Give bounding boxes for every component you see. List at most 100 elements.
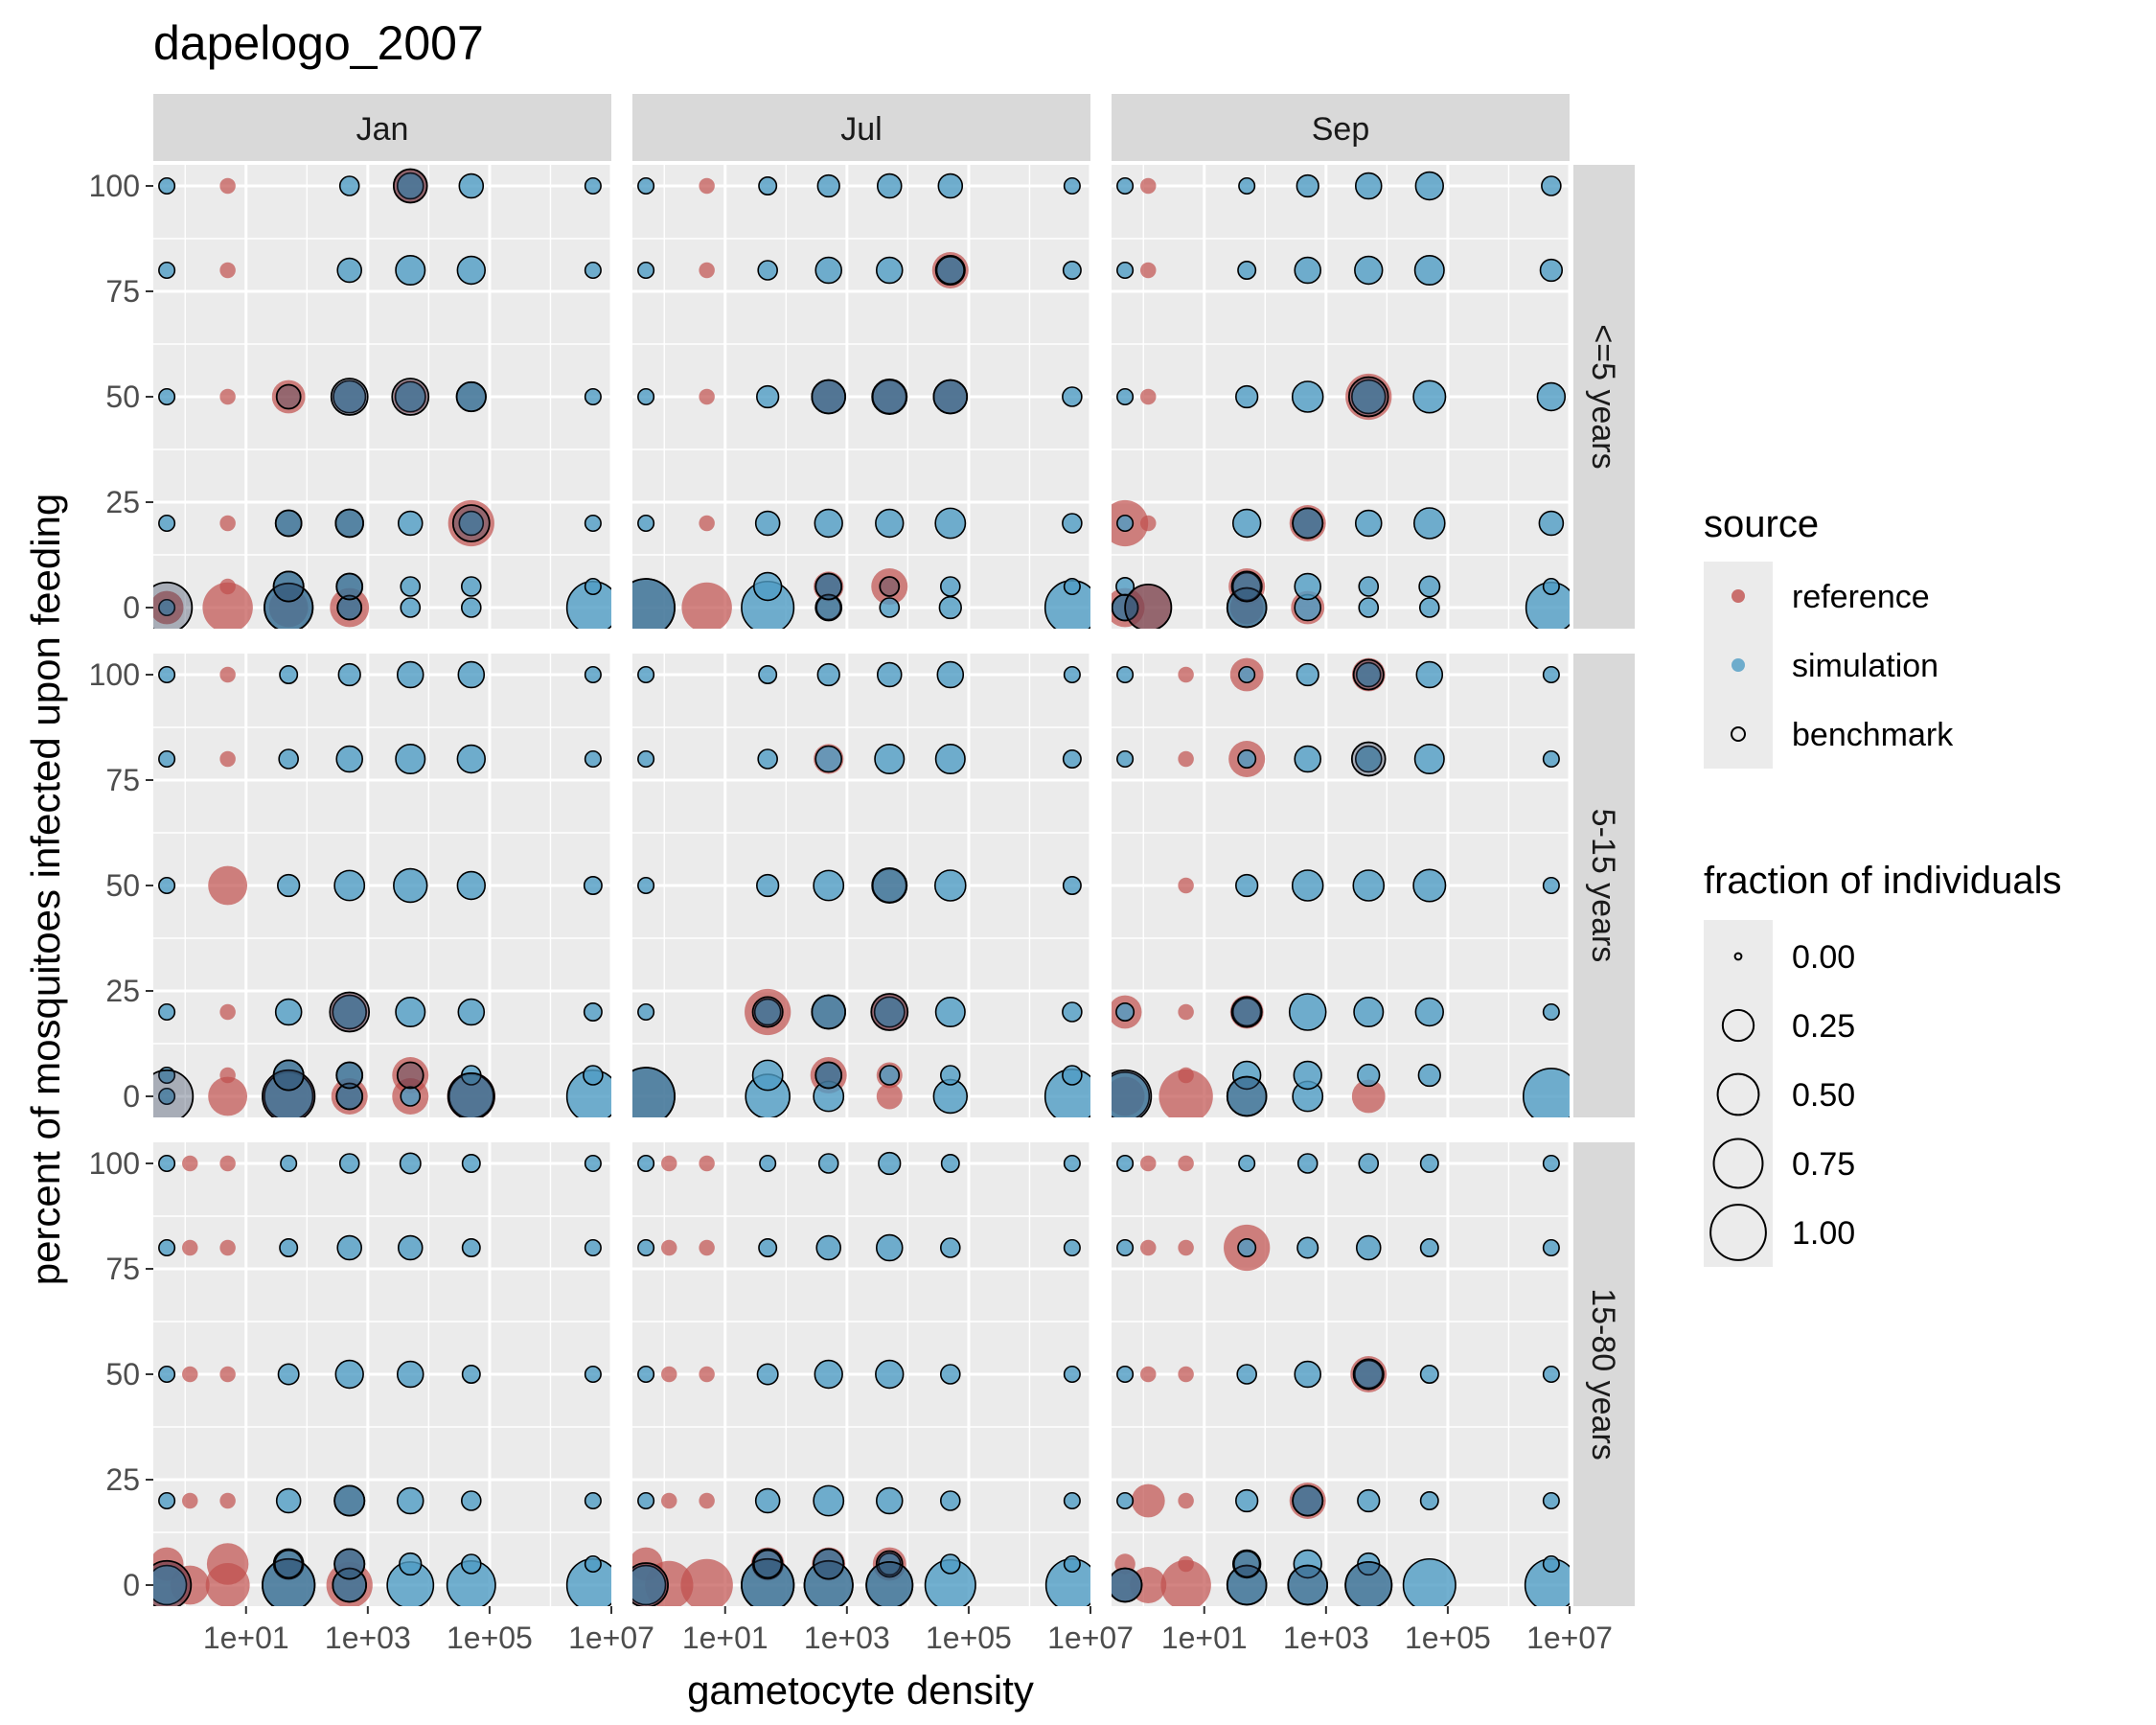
simulation-point — [874, 743, 906, 775]
benchmark-point — [1352, 658, 1385, 691]
simulation-point — [456, 744, 486, 774]
simulation-point — [876, 172, 903, 199]
simulation-point — [336, 1234, 362, 1261]
simulation-point — [1354, 172, 1383, 200]
benchmark-point — [1124, 583, 1173, 629]
benchmark-point — [871, 379, 908, 415]
simulation-point — [1296, 662, 1319, 687]
simulation-point — [875, 1359, 905, 1390]
x-tick-label: 1e+05 — [926, 1621, 1012, 1655]
simulation-point — [875, 1486, 904, 1515]
simulation-point — [939, 1364, 961, 1385]
simulation-point — [395, 743, 426, 775]
simulation-point — [1542, 1365, 1560, 1384]
reference-point — [219, 388, 236, 405]
simulation-point — [637, 1154, 655, 1173]
legend-size-label: 0.00 — [1792, 939, 1855, 976]
simulation-point — [395, 996, 426, 1028]
simulation-point — [939, 1237, 961, 1258]
simulation-point — [158, 1087, 176, 1106]
simulation-point — [814, 256, 843, 285]
simulation-point — [158, 1002, 176, 1022]
benchmark-point — [1230, 570, 1263, 603]
simulation-point — [1116, 1154, 1135, 1173]
legend-source-title: source — [1704, 503, 1819, 545]
simulation-point — [875, 1233, 904, 1262]
y-tick-label: 100 — [89, 657, 140, 692]
simulation-point — [1116, 1365, 1135, 1384]
simulation-point — [1357, 1488, 1381, 1513]
panel-jan-row-1 — [153, 165, 611, 629]
simulation-point — [1237, 1238, 1257, 1257]
simulation-point — [752, 571, 783, 602]
simulation-point — [583, 876, 603, 895]
simulation-point — [1062, 1001, 1083, 1023]
reference-point — [219, 1366, 236, 1383]
simulation-point — [813, 869, 845, 902]
simulation-point — [158, 1238, 176, 1257]
simulation-point — [934, 507, 967, 540]
simulation-point — [758, 665, 778, 684]
reference-point — [182, 1366, 198, 1383]
simulation-point — [940, 1154, 960, 1173]
y-tick-label: 50 — [105, 868, 140, 903]
reference-point — [1160, 1559, 1211, 1606]
simulation-point — [278, 748, 299, 770]
benchmark-point — [335, 1082, 364, 1111]
simulation-point — [1354, 255, 1384, 286]
simulation-point — [1063, 577, 1081, 596]
benchmark-point — [336, 594, 363, 621]
simulation-point — [334, 1359, 364, 1390]
simulation-point — [1417, 1063, 1441, 1088]
simulation-point — [759, 1154, 777, 1173]
simulation-point — [1541, 175, 1562, 196]
simulation-point — [637, 176, 655, 196]
chart-title: dapelogo_2007 — [153, 16, 484, 70]
reference-point — [699, 177, 715, 195]
simulation-point — [396, 172, 424, 200]
simulation-point — [400, 576, 422, 597]
simulation-point — [1358, 1153, 1380, 1174]
reference-point — [1178, 1366, 1194, 1383]
simulation-point — [933, 869, 967, 902]
benchmark-point — [1344, 1560, 1393, 1606]
simulation-point — [1063, 1365, 1081, 1384]
panel-sep-row-3 — [1112, 1142, 1570, 1606]
simulation-point — [756, 873, 780, 898]
simulation-point — [399, 1152, 422, 1175]
simulation-point — [754, 510, 781, 537]
simulation-point — [939, 1553, 961, 1575]
reference-point — [202, 582, 253, 629]
panel-content — [1112, 165, 1570, 629]
strip-sep: Sep — [1112, 94, 1570, 161]
simulation-point — [1116, 1491, 1135, 1510]
panel-jan-row-2 — [153, 654, 611, 1117]
simulation-point — [457, 998, 486, 1026]
simulation-point — [756, 384, 780, 409]
reference-point — [1158, 1069, 1213, 1117]
simulation-point — [816, 173, 840, 198]
benchmark-point — [334, 508, 365, 539]
reference-point — [1178, 1155, 1194, 1172]
simulation-point — [815, 1234, 841, 1261]
benchmark-point — [447, 1071, 495, 1117]
strip-row-1: <=5 years — [1573, 165, 1635, 629]
strip-row-3: 15-80 years — [1573, 1142, 1635, 1606]
simulation-point — [1236, 1364, 1257, 1385]
benchmark-point — [273, 1549, 304, 1579]
reference-point — [182, 1492, 198, 1509]
x-tick-label: 1e+01 — [1161, 1621, 1248, 1655]
simulation-point — [338, 175, 360, 196]
simulation-point — [1063, 1491, 1081, 1510]
simulation-point — [1294, 572, 1322, 601]
panel-jul-row-1 — [632, 165, 1090, 629]
simulation-point — [1231, 1549, 1262, 1579]
simulation-point — [1238, 1154, 1256, 1173]
benchmark-point — [262, 1557, 316, 1606]
benchmark-point — [870, 993, 909, 1031]
reference-point — [1178, 1067, 1194, 1084]
simulation-point — [1418, 575, 1441, 598]
simulation-point — [1062, 749, 1082, 769]
strip-jul: Jul — [632, 94, 1090, 161]
simulation-point — [279, 1238, 299, 1257]
